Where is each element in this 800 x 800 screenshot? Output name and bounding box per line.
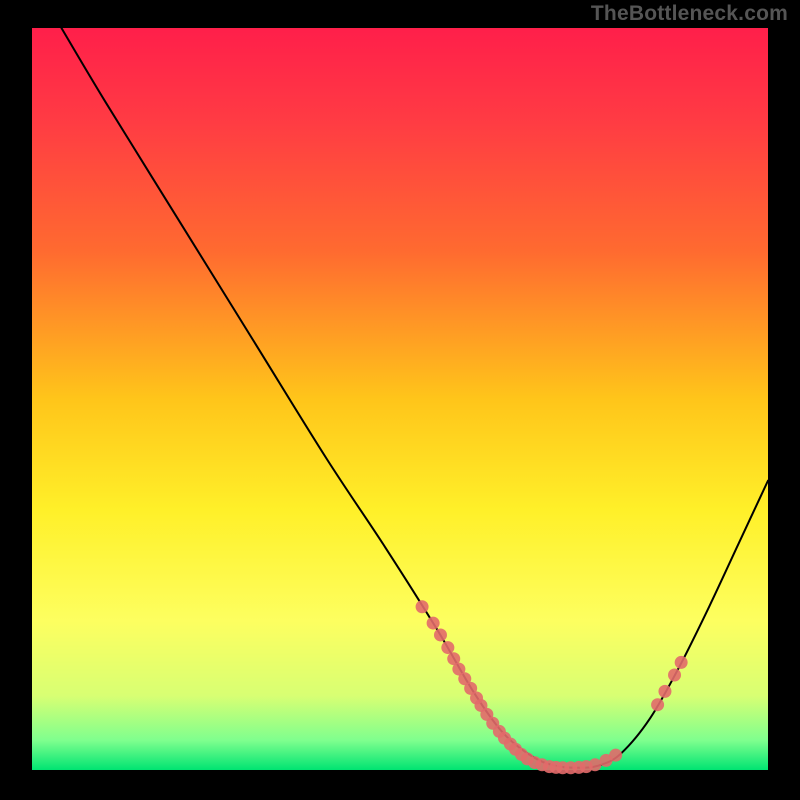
- chart-svg: [0, 0, 800, 800]
- scatter-point: [651, 698, 664, 711]
- scatter-point: [427, 617, 440, 630]
- watermark-text: TheBottleneck.com: [591, 2, 788, 26]
- plot-background: [32, 28, 768, 770]
- scatter-point: [658, 685, 671, 698]
- scatter-point: [441, 641, 454, 654]
- scatter-point: [434, 628, 447, 641]
- scatter-point: [668, 669, 681, 682]
- scatter-point: [675, 656, 688, 669]
- scatter-point: [609, 749, 622, 762]
- scatter-point: [416, 600, 429, 613]
- chart-container: TheBottleneck.com: [0, 0, 800, 800]
